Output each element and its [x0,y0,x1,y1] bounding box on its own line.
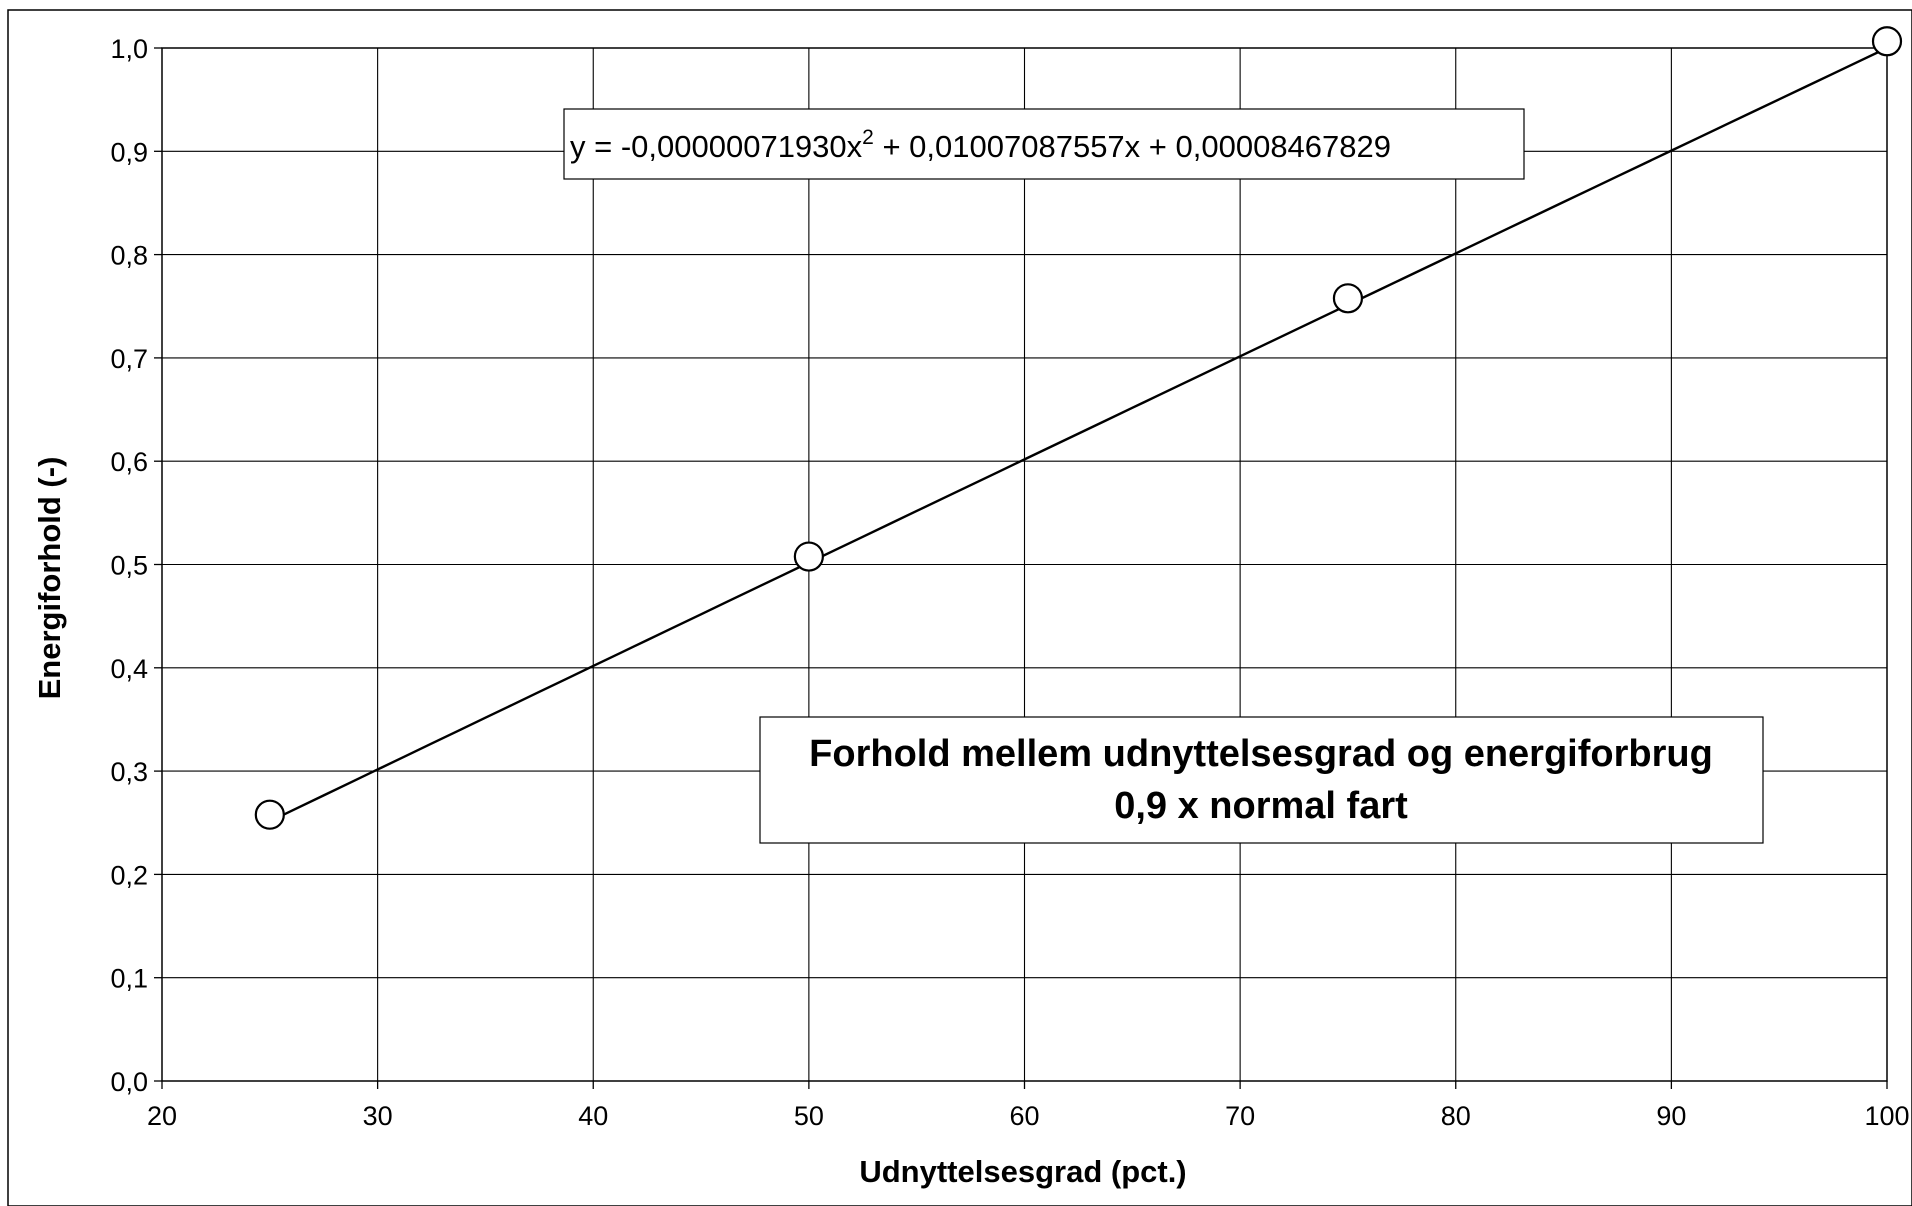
x-tick-label: 100 [1864,1101,1909,1131]
y-tick-label: 0,8 [110,241,148,271]
y-tick-label: 0,0 [110,1067,148,1097]
chart-area-border [7,9,1912,1206]
trendline-equation: y = -0,00000071930x2 + 0,01007087557x + … [570,126,1391,164]
x-tick-label: 70 [1225,1101,1255,1131]
x-tick-label: 40 [578,1101,608,1131]
y-tick-label: 0,2 [110,860,148,890]
y-tick-label: 0,3 [110,757,148,787]
x-tick-label: 60 [1009,1101,1039,1131]
x-tick-label: 90 [1656,1101,1686,1131]
trendline [269,46,1888,823]
equation-box: y = -0,00000071930x2 + 0,01007087557x + … [563,108,1525,180]
title-box: Forhold mellem udnyttelsesgrad og energi… [759,716,1764,844]
data-points [254,26,1903,830]
y-tick-label: 0,1 [110,964,148,994]
y-tick-label: 0,9 [110,137,148,167]
y-tick-label: 1,0 [110,34,148,64]
y-tick-label: 0,5 [110,551,148,581]
chart-title: Forhold mellem udnyttelsesgrad og energi… [809,733,1713,775]
x-tick-label: 20 [147,1101,177,1131]
x-tick-label: 50 [794,1101,824,1131]
axis-ticks: 20 30 40 50 60 70 80 90 100 0,0 0,1 0,2 0,3 0,4 0,5 0,6… [110,34,1909,1131]
equation-box-frame [563,108,1525,180]
data-point [254,799,285,830]
data-point [1332,283,1364,314]
y-tick-label: 0,4 [110,654,148,684]
data-point [1871,26,1903,57]
x-tick-label: 30 [363,1101,393,1131]
title-box-frame [759,716,1764,844]
y-tick-label: 0,6 [110,447,148,477]
y-axis-title: Energiforhold (-) [32,457,67,700]
y-tick-label: 0,7 [110,344,148,374]
data-point [793,541,824,572]
x-axis-title: Udnyttelsesgrad (pct.) [859,1154,1186,1189]
x-tick-label: 80 [1441,1101,1471,1131]
chart-subtitle: 0,9 x normal fart [1114,785,1408,827]
